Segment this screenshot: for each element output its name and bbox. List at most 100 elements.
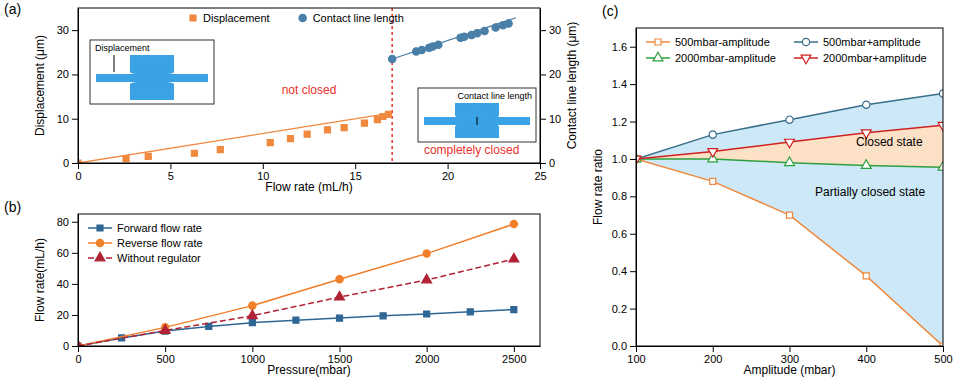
plot-area [636, 90, 943, 346]
annotation: completely closed [424, 143, 519, 157]
tick-label: 0 [63, 340, 69, 352]
tick: 2500 [502, 346, 526, 365]
marker [385, 111, 391, 117]
marker [863, 273, 869, 279]
legend-marker [95, 252, 105, 261]
tick: 500 [934, 346, 952, 365]
axis-line [79, 163, 541, 164]
tick: 500 [156, 346, 174, 365]
tick: 200 [704, 346, 722, 365]
inset-channel [424, 117, 530, 125]
tick-label: 0.6 [612, 228, 627, 240]
tick-label: 500 [934, 353, 952, 365]
tick-mark [630, 159, 636, 160]
tick: 0 [63, 157, 78, 169]
marker [418, 46, 425, 53]
inset-membrane [130, 81, 174, 87]
legend-label: Reverse flow rate [117, 237, 203, 249]
tick-mark [72, 119, 78, 120]
tick-label: 0 [75, 353, 81, 365]
tick-mark [252, 346, 253, 352]
tick-mark [170, 163, 171, 169]
marker [785, 139, 795, 148]
reference-line [391, 8, 393, 163]
tick: 1.6 [612, 41, 636, 53]
marker [863, 101, 870, 108]
tick-label: 2500 [502, 353, 526, 365]
tick-mark [514, 346, 515, 352]
marker [249, 320, 255, 326]
tick-label: 20 [442, 170, 454, 182]
annotation: not closed [282, 83, 337, 97]
legend-label: 500mbar-amplitude [675, 36, 770, 48]
tick-label: 40 [57, 278, 69, 290]
tick-label: 500 [156, 353, 174, 365]
annotation: Closed state [856, 135, 923, 149]
tick-mark [713, 346, 714, 352]
y-axis-label: Flow rate(mL/h) [33, 238, 47, 322]
marker [938, 162, 943, 171]
legend-label: Forward flow rate [117, 222, 202, 234]
tick-label: 0 [549, 157, 555, 169]
marker [481, 27, 488, 34]
panel-title: (c) [602, 3, 618, 19]
tick-mark [630, 122, 636, 123]
series-line [636, 93, 943, 158]
tick: 0.6 [612, 228, 636, 240]
tick-mark [790, 346, 791, 352]
tick: 10 [57, 113, 78, 125]
marker [337, 315, 343, 321]
tick: 15 [350, 163, 362, 182]
marker [785, 157, 795, 166]
series-line [636, 159, 943, 346]
inset: Displacement [90, 40, 214, 104]
tick: 10 [257, 163, 269, 182]
marker [708, 149, 718, 158]
plot-frame [636, 28, 943, 346]
fit-line [78, 113, 392, 163]
tick-mark [72, 253, 78, 254]
tick-label: 0.4 [612, 265, 627, 277]
tick-mark [448, 163, 449, 169]
fit-line [388, 18, 516, 61]
axis-line [79, 346, 541, 347]
tick-label: 0 [63, 157, 69, 169]
marker [938, 122, 943, 131]
tick-mark [72, 74, 78, 75]
tick-mark [866, 346, 867, 352]
x-axis-label: Pressure(mbar) [267, 363, 350, 377]
marker [160, 325, 170, 334]
legend-marker [802, 38, 809, 45]
marker [123, 156, 129, 162]
tick-label: 1.4 [612, 78, 627, 90]
y-axis-label: Displacement (μm) [33, 35, 47, 136]
tick-label: 0 [75, 170, 81, 182]
inset-membrane [130, 69, 174, 75]
marker [505, 20, 512, 27]
marker [435, 41, 442, 48]
marker [492, 24, 499, 31]
inset-arrow [477, 117, 478, 125]
tick-label: 20 [57, 309, 69, 321]
marker [389, 55, 396, 62]
inset-arrow [114, 55, 115, 72]
tick-mark [630, 196, 636, 197]
marker [423, 250, 430, 257]
tick: 20 [442, 163, 454, 182]
marker [249, 302, 256, 309]
tick-mark [427, 346, 428, 352]
marker [361, 120, 367, 126]
tick-mark [630, 346, 636, 347]
annotation: Partially closed state [815, 185, 925, 199]
series-line [78, 310, 514, 346]
tick-mark [72, 346, 78, 347]
tick: 30 [540, 24, 561, 36]
legend-label: 2000mbar+amplitude [823, 52, 927, 64]
tick-label: 400 [858, 353, 876, 365]
tick: 1500 [328, 346, 352, 365]
tick: 20 [540, 68, 561, 80]
tick-label: 1.2 [612, 116, 627, 128]
tick: 1.2 [612, 116, 636, 128]
tick: 80 [57, 216, 78, 228]
tick: 5 [168, 163, 174, 182]
